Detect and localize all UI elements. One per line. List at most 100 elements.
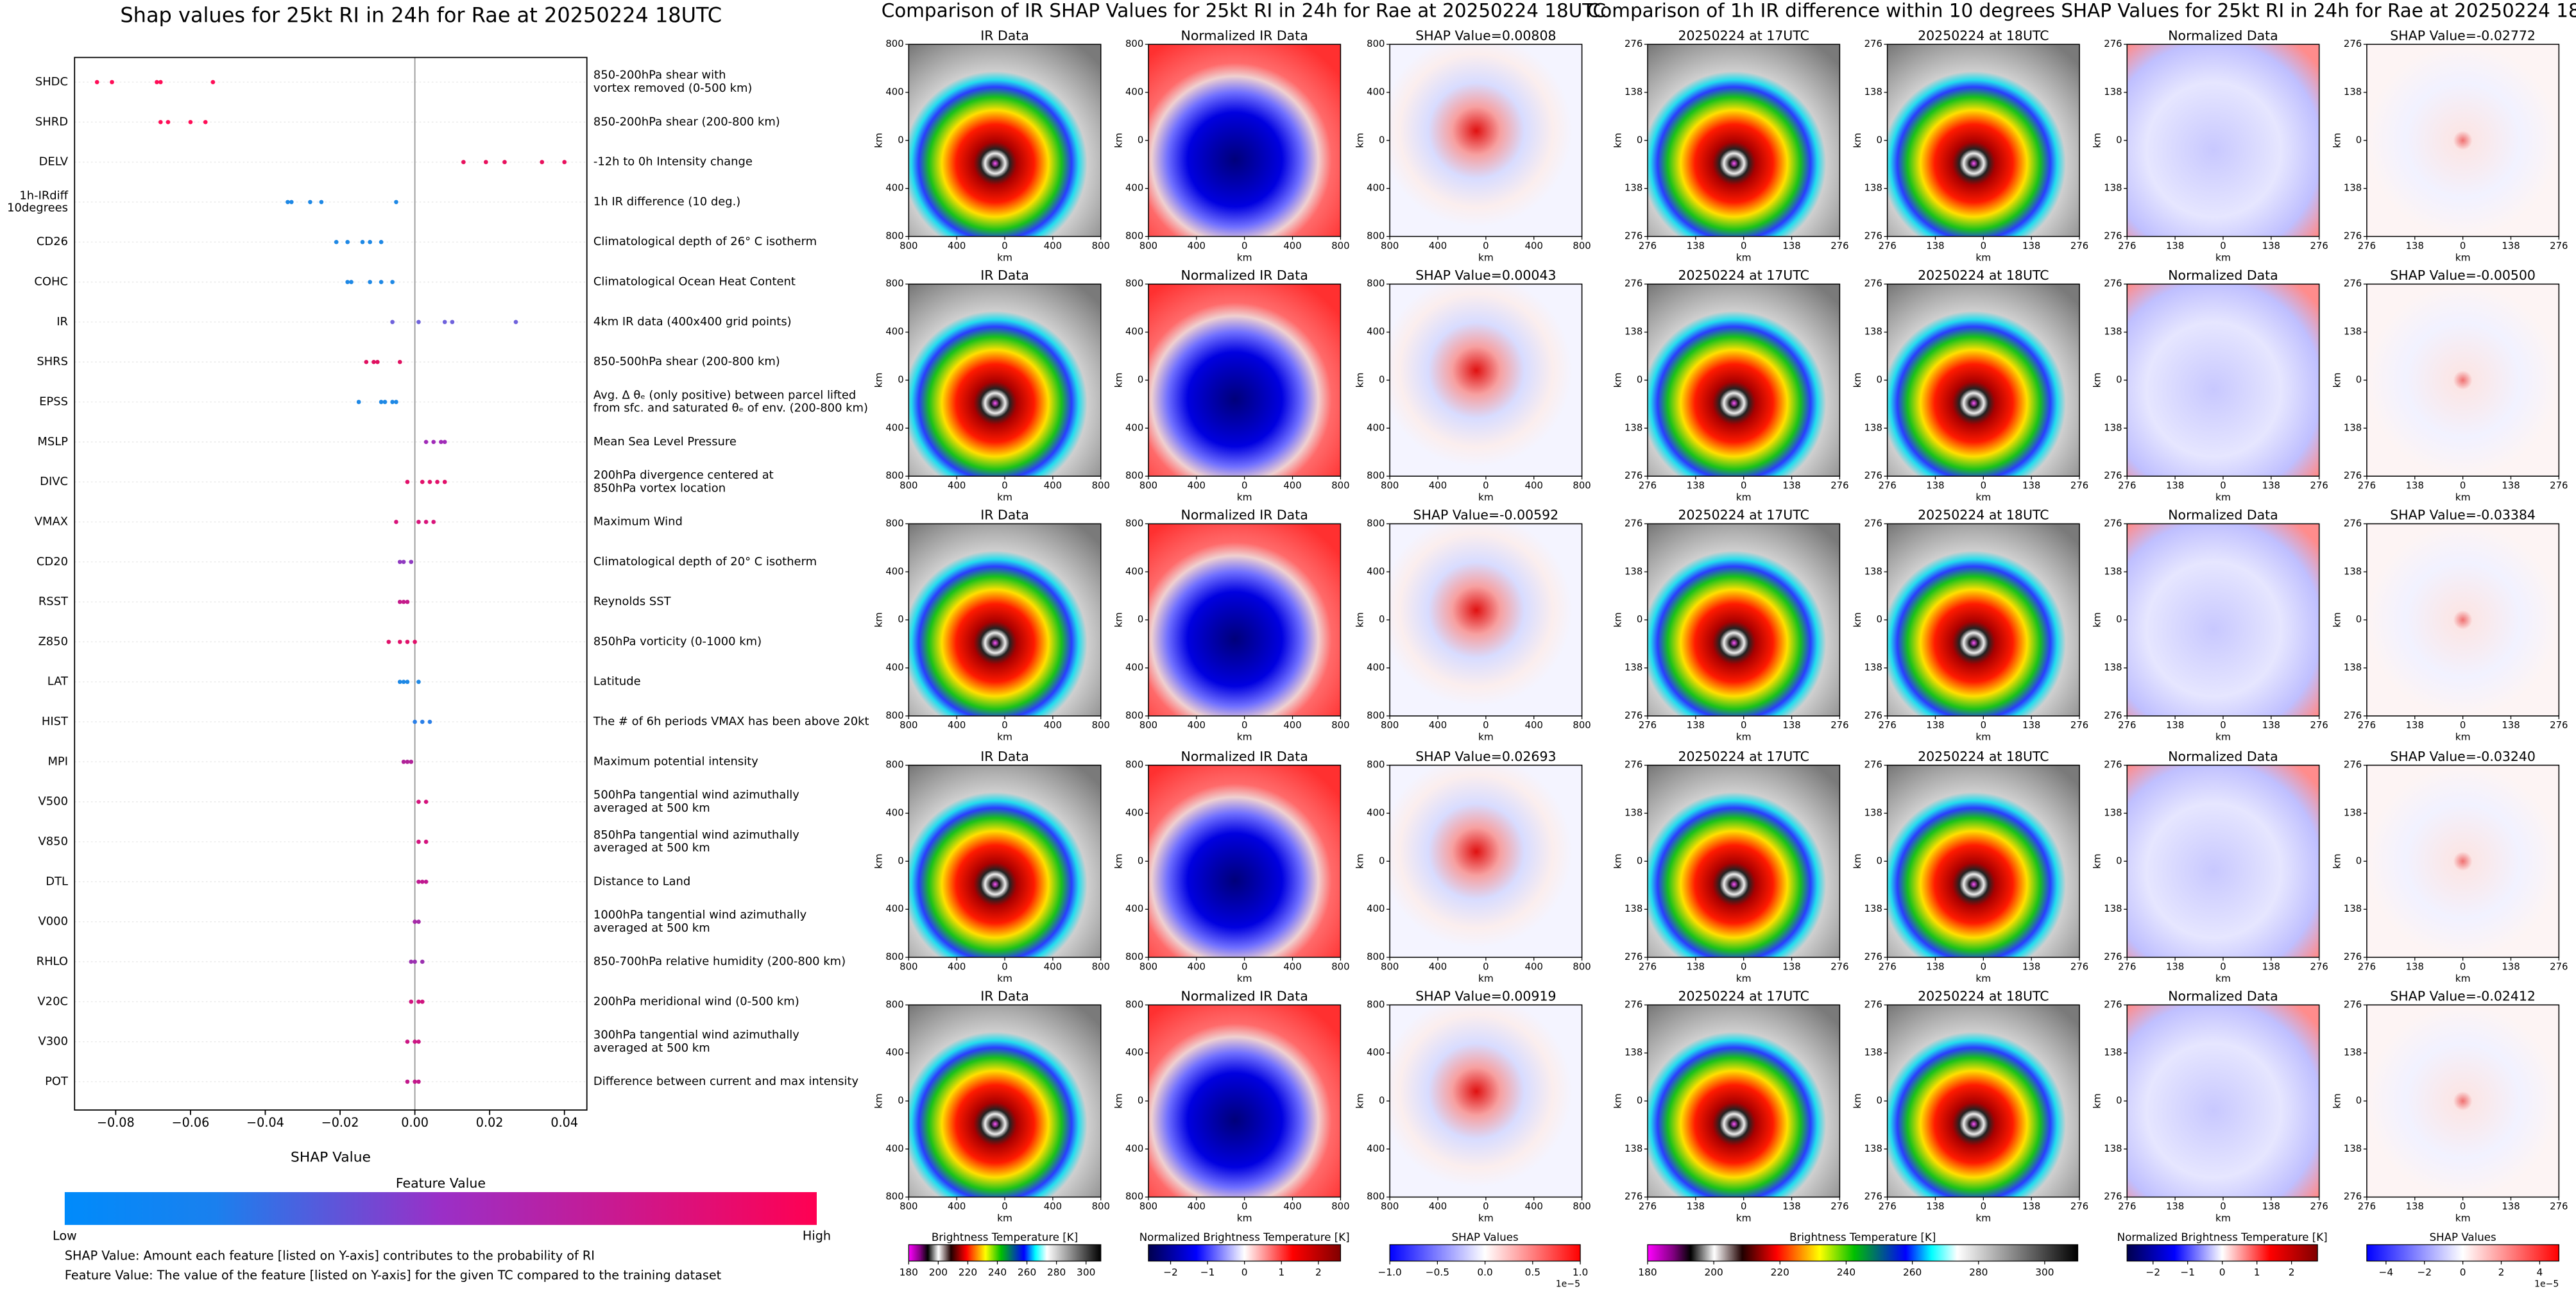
- y-tick-label: 800: [885, 999, 903, 1010]
- x-tick-label: 0: [1741, 481, 1746, 491]
- x-axis-label: km: [1478, 973, 1494, 984]
- shap-point: [158, 80, 163, 85]
- colorbar-high: High: [803, 1229, 831, 1243]
- y-tick-label: 0: [1379, 135, 1385, 146]
- shap-point: [349, 280, 354, 284]
- shap-point: [461, 160, 466, 164]
- y-tick-label: 400: [1367, 1143, 1385, 1154]
- x-axis-label: km: [1975, 1212, 1991, 1224]
- y-tick-label: 400: [1367, 662, 1385, 673]
- y-tick-label: 276: [2104, 518, 2122, 529]
- y-tick-label: 0: [1379, 374, 1385, 385]
- y-axis-label: km: [1354, 612, 1366, 627]
- y-tick-label: 276: [1864, 710, 1882, 721]
- y-tick-label: 138: [2104, 903, 2122, 914]
- colorbar-tick-label: −2: [2417, 1267, 2432, 1278]
- x-tick-label: 276: [2550, 1201, 2568, 1212]
- y-tick-label: 800: [1125, 231, 1143, 242]
- plot-frame: [74, 56, 588, 1111]
- shap-point: [423, 799, 429, 805]
- x-tick-label: 138: [2166, 241, 2184, 252]
- shap-point: [413, 1039, 417, 1044]
- feature-label: DIVC: [40, 475, 68, 488]
- y-tick-label: 138: [2104, 807, 2122, 818]
- y-tick-label: 276: [2344, 1191, 2362, 1202]
- shap-point: [502, 160, 507, 164]
- x-tick-label: 276: [1878, 1201, 1896, 1212]
- x-axis-label: km: [1975, 731, 1991, 743]
- image-panel: [1389, 523, 1583, 717]
- y-tick-label: 400: [885, 87, 903, 98]
- y-axis-label: km: [2092, 1093, 2103, 1109]
- colorbar-label: SHAP Values: [1452, 1231, 1519, 1243]
- x-tick-label: 276: [2358, 241, 2376, 252]
- x-tick-label: 138: [2022, 241, 2040, 252]
- shap-point: [450, 320, 455, 325]
- shap-point: [379, 400, 384, 404]
- y-tick-label: 0: [1138, 374, 1143, 385]
- x-axis-label: km: [1478, 252, 1494, 263]
- y-tick-label: 0: [2116, 135, 2122, 146]
- feature-description: 4km IR data (400x400 grid points): [593, 315, 792, 329]
- colorbar-label: SHAP Values: [2430, 1231, 2496, 1243]
- feature-description: 850hPa vorticity (0-1000 km): [593, 635, 762, 648]
- x-axis-label: km: [997, 1212, 1012, 1224]
- y-tick-label: 400: [1367, 327, 1385, 337]
- shap-point: [390, 280, 395, 284]
- y-tick-label: 138: [2104, 662, 2122, 673]
- shap-point: [401, 760, 406, 764]
- y-tick-label: 138: [1625, 903, 1642, 914]
- colorbar: [908, 1244, 1102, 1262]
- y-tick-label: 276: [2104, 278, 2122, 289]
- feature-label: VMAX: [35, 515, 68, 528]
- colorbar-tick-label: −2: [1163, 1267, 1178, 1278]
- colorbar-tick-label: 1: [1278, 1267, 1284, 1278]
- panel-title: 20250224 at 18UTC: [1918, 268, 2049, 283]
- y-tick-label: 138: [1864, 1047, 1882, 1058]
- panel-title: 20250224 at 17UTC: [1678, 268, 1809, 283]
- feature-description: 200hPa meridional wind (0-500 km): [593, 994, 799, 1008]
- y-tick-label: 800: [1125, 1191, 1143, 1202]
- y-tick-label: 800: [885, 231, 903, 242]
- panel-title: Normalized Data: [2168, 28, 2278, 43]
- x-tick-label: 0.04: [550, 1115, 578, 1130]
- y-axis-label: km: [2331, 373, 2342, 388]
- image-panel: [2366, 1004, 2560, 1198]
- colorbar-tick-label: 200: [1704, 1267, 1723, 1278]
- x-tick-label: 0: [1981, 1201, 1986, 1212]
- shap-point: [431, 440, 436, 445]
- feature-description: 850-200hPa shear with: [593, 69, 726, 82]
- x-tick-label: 0: [1483, 961, 1488, 972]
- shap-point: [397, 559, 402, 565]
- y-tick-label: 0: [2356, 1095, 2362, 1106]
- x-tick-label: 800: [1381, 481, 1399, 491]
- x-tick-label: 138: [1687, 241, 1705, 252]
- x-axis-label: km: [2455, 491, 2471, 503]
- panel-title: Normalized Data: [2168, 749, 2278, 764]
- y-tick-label: 400: [1367, 87, 1385, 98]
- y-axis-label: km: [2331, 1093, 2342, 1109]
- x-tick-label: 276: [2070, 1201, 2088, 1212]
- shap-point: [110, 80, 114, 85]
- colorbar-tick-label: 300: [1077, 1267, 1095, 1278]
- x-tick-label: 800: [1139, 1201, 1157, 1212]
- colorbar-tick-label: 0: [2460, 1267, 2466, 1278]
- x-tick-label: 800: [1092, 961, 1110, 972]
- shap-point: [390, 400, 395, 404]
- x-tick-label: 800: [1331, 961, 1349, 972]
- feature-label: DELV: [39, 155, 69, 169]
- y-tick-label: 276: [2344, 38, 2362, 49]
- y-tick-label: 0: [1877, 135, 1882, 146]
- shap-point: [289, 200, 294, 205]
- shap-point: [413, 640, 417, 644]
- x-tick-label: 138: [1782, 1201, 1800, 1212]
- y-tick-label: 0: [2116, 855, 2122, 866]
- colorbar-tick-label: 280: [1969, 1267, 1988, 1278]
- shap-point: [423, 879, 429, 884]
- x-tick-label: 0: [1002, 481, 1007, 491]
- shap-point: [420, 959, 425, 964]
- y-tick-label: 400: [1125, 1143, 1143, 1154]
- feature-label: CD20: [37, 555, 68, 568]
- x-tick-label: 800: [1381, 1201, 1399, 1212]
- y-axis-label: km: [1354, 1093, 1366, 1109]
